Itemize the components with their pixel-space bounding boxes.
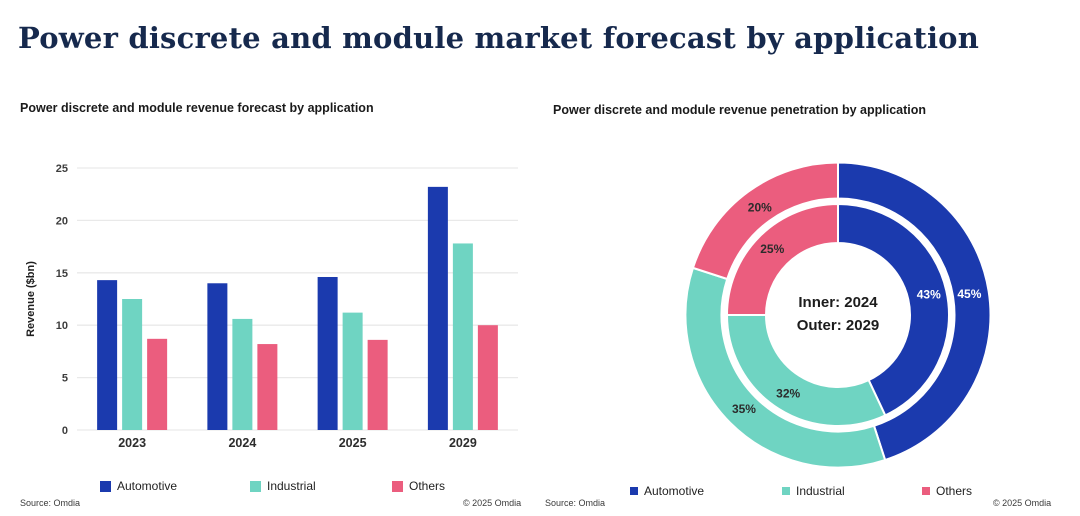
bar-industrial-2023	[122, 299, 143, 430]
legend-item-automotive: Automotive	[100, 479, 177, 493]
others-swatch-icon	[392, 480, 403, 492]
penetration-donut-chart: 43% 32% 25% 45% 35% 20%	[684, 161, 992, 469]
automotive-swatch-icon	[100, 480, 111, 492]
donut-inner-2024-slice-automotive	[837, 202, 950, 417]
donut-inner-2024-label-industrial: 32%	[776, 387, 800, 401]
bar-others-2025	[367, 339, 388, 430]
bar-industrial-2025	[342, 312, 363, 430]
bar-others-2024	[257, 344, 278, 430]
bar-industrial-2029	[452, 243, 473, 430]
y-tick-5: 5	[62, 373, 68, 385]
y-tick-10: 10	[56, 320, 68, 332]
donut-center-label: Inner: 2024 Outer: 2029	[758, 291, 918, 337]
legend-label-industrial: Industrial	[267, 479, 316, 493]
bar-automotive-2025	[317, 276, 338, 430]
legend-label-automotive: Automotive	[117, 479, 178, 493]
donut-chart-copyright: © 2025 Omdia	[993, 498, 1052, 508]
bar-industrial-2024	[232, 318, 253, 430]
legend-label-others: Others	[409, 479, 446, 493]
donut-center-outer-year: Outer: 2029	[796, 317, 880, 334]
x-tick-2024: 2024	[228, 436, 256, 450]
bar-chart-copyright: © 2025 Omdia	[463, 498, 522, 508]
legend-label-industrial: Industrial	[796, 484, 845, 498]
donut-inner-2024-slice-industrial	[725, 314, 887, 427]
donut-chart-source: Source: Omdia	[545, 498, 606, 508]
y-axis-title: Revenue ($bn)	[25, 261, 37, 337]
donut-inner-2024-label-others: 25%	[760, 242, 784, 256]
y-tick-0: 0	[62, 425, 68, 437]
legend-item-industrial: Industrial	[250, 479, 316, 493]
bar-others-2023	[147, 338, 168, 430]
bar-chart-source: Source: Omdia	[20, 498, 81, 508]
x-tick-2023: 2023	[118, 436, 146, 450]
industrial-swatch-icon	[782, 487, 790, 495]
industrial-swatch-icon	[250, 480, 261, 492]
y-tick-25: 25	[56, 163, 68, 175]
bar-others-2029	[477, 325, 498, 430]
x-tick-2029: 2029	[449, 436, 477, 450]
legend-item-automotive: Automotive	[630, 484, 704, 498]
donut-outer-2029-label-automotive: 45%	[957, 287, 981, 301]
bar-automotive-2024	[207, 283, 228, 430]
automotive-swatch-icon	[630, 487, 638, 495]
page-title: Power discrete and module market forecas…	[18, 21, 980, 56]
bar-automotive-2029	[427, 186, 448, 430]
legend-item-others: Others	[922, 484, 972, 498]
y-tick-20: 20	[56, 215, 68, 227]
bar-chart-title: Power discrete and module revenue foreca…	[20, 101, 374, 115]
legend-item-others: Others	[392, 479, 445, 493]
legend-label-others: Others	[936, 484, 973, 498]
others-swatch-icon	[922, 487, 930, 495]
legend-label-automotive: Automotive	[644, 484, 705, 498]
donut-outer-2029-slice-automotive	[837, 161, 992, 462]
x-tick-2025: 2025	[339, 436, 367, 450]
donut-chart-title: Power discrete and module revenue penetr…	[553, 103, 927, 117]
y-tick-15: 15	[56, 268, 68, 280]
donut-center-inner-year: Inner: 2024	[798, 294, 878, 311]
legend-item-industrial: Industrial	[782, 484, 845, 498]
donut-outer-2029-label-industrial: 35%	[732, 402, 756, 416]
donut-inner-2024-slice-others	[725, 202, 839, 316]
donut-outer-2029-slice-others	[691, 161, 839, 281]
bar-automotive-2023	[97, 280, 118, 430]
donut-outer-2029-label-others: 20%	[748, 200, 772, 214]
donut-inner-2024-label-automotive: 43%	[917, 288, 941, 302]
